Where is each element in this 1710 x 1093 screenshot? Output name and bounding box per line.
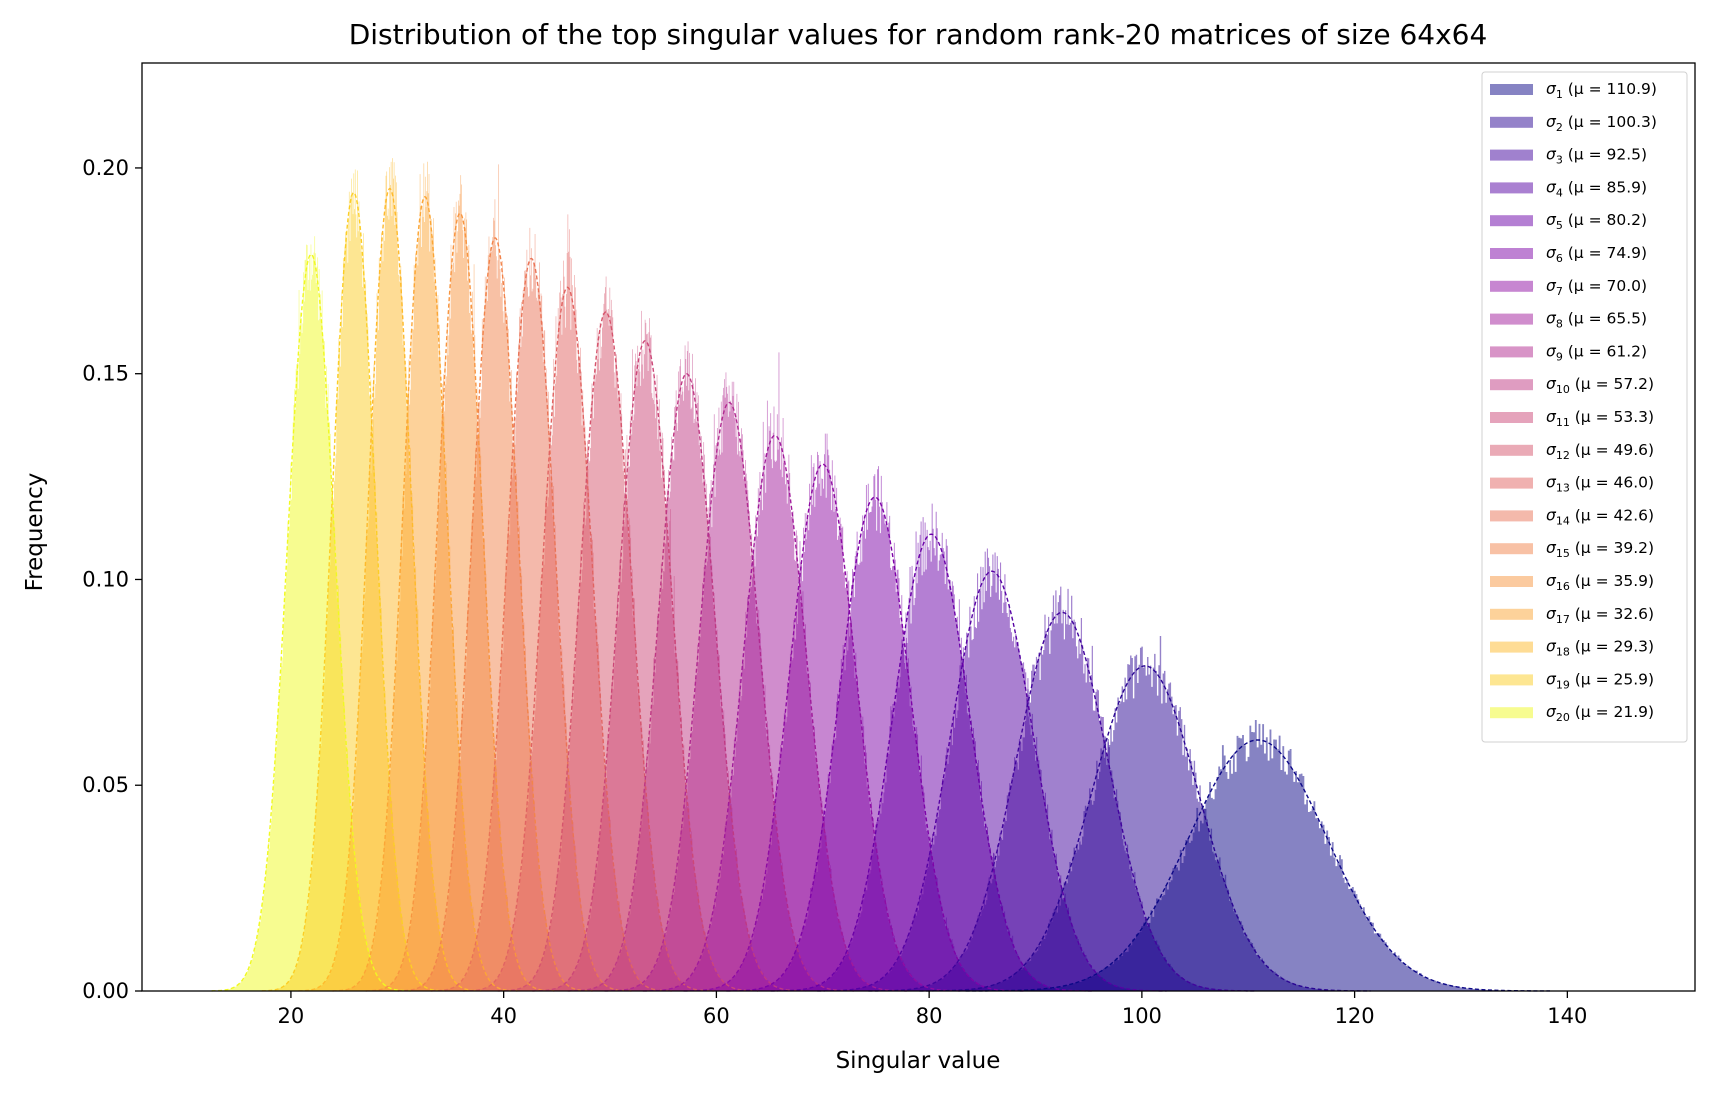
- fit-curve-series-3: [868, 611, 1256, 992]
- histogram-series-20: [211, 236, 412, 991]
- legend-label-11: σ11 (μ = 53.3): [1546, 408, 1654, 429]
- legend-swatch-12: [1490, 444, 1533, 456]
- legend-label-20: σ20 (μ = 21.9): [1546, 703, 1654, 724]
- legend-label-19: σ19 (μ = 25.9): [1546, 670, 1654, 691]
- histogram-series-11: [532, 310, 758, 991]
- legend-label-18: σ18 (μ = 29.3): [1546, 638, 1654, 659]
- fit-curve-series-9: [604, 401, 854, 992]
- legend-label-4: σ4 (μ = 85.9): [1546, 178, 1647, 199]
- legend-label-14: σ14 (μ = 42.6): [1546, 506, 1654, 527]
- legend-swatch-15: [1490, 543, 1533, 555]
- legend-swatch-1: [1490, 84, 1533, 95]
- fit-curve-series-7: [683, 463, 963, 992]
- y-tick-label: 0.20: [82, 156, 129, 180]
- fit-curve-series-15: [397, 237, 593, 992]
- fit-curve-series-13: [463, 286, 672, 992]
- legend-label-5: σ5 (μ = 80.2): [1546, 211, 1647, 232]
- legend-label-1: σ1 (μ = 110.9): [1546, 80, 1657, 101]
- fit-curve-series-12: [497, 311, 714, 992]
- histogram-series-14: [431, 227, 632, 991]
- legend-label-17: σ17 (μ = 32.6): [1546, 605, 1654, 626]
- y-tick-label: 0.10: [82, 567, 129, 591]
- legend-swatch-10: [1490, 379, 1533, 391]
- x-tick-label: 80: [916, 1004, 943, 1028]
- histogram-series-6: [726, 466, 1025, 992]
- x-tick-label: 120: [1335, 1004, 1375, 1028]
- legend-label-7: σ7 (μ = 70.0): [1546, 277, 1647, 298]
- x-tick-label: 100: [1122, 1004, 1162, 1028]
- y-axis-label: Frequency: [22, 473, 48, 592]
- legend-label-10: σ10 (μ = 57.2): [1546, 375, 1654, 396]
- legend-swatch-9: [1490, 346, 1533, 358]
- histogram-series-3: [868, 586, 1257, 991]
- histogram-series-16: [365, 175, 555, 991]
- legend-label-6: σ6 (μ = 74.9): [1546, 244, 1647, 265]
- legend-label-15: σ15 (μ = 39.2): [1546, 539, 1654, 560]
- y-axis: 0.00 0.05 0.10 0.15 0.20: [82, 156, 142, 1003]
- fit-curve-series-5: [770, 533, 1092, 992]
- axes-frame: [141, 62, 1696, 992]
- histogram-series-18: [298, 158, 482, 992]
- legend-label-8: σ8 (μ = 65.5): [1546, 310, 1647, 331]
- fit-curve-series-14: [431, 257, 632, 992]
- histogram-series-5: [770, 503, 1093, 991]
- histogram-series-9: [604, 372, 855, 991]
- legend-label-13: σ13 (μ = 46.0): [1546, 474, 1654, 495]
- fit-curves: [211, 187, 1550, 992]
- legend-swatch-17: [1490, 608, 1533, 620]
- legend-swatch-11: [1490, 412, 1533, 423]
- legend-swatch-6: [1490, 248, 1533, 259]
- legend-label-12: σ12 (μ = 49.6): [1546, 441, 1654, 462]
- legend-box: [1481, 71, 1688, 743]
- histogram-series-19: [261, 169, 446, 991]
- histogram-series-17: [332, 161, 518, 991]
- legend-swatch-20: [1490, 707, 1533, 719]
- fit-curve-series-1: [965, 739, 1550, 992]
- y-tick-label: 0.00: [82, 979, 129, 1003]
- legend-label-2: σ2 (μ = 100.3): [1546, 113, 1657, 134]
- histogram-series-1: [965, 720, 1552, 991]
- x-tick-label: 140: [1547, 1004, 1587, 1028]
- histogram-series-15: [397, 164, 593, 991]
- fit-curve-series-11: [532, 340, 758, 992]
- chart-title: Distribution of the top singular values …: [349, 18, 1488, 51]
- legend-label-9: σ9 (μ = 61.2): [1546, 342, 1647, 363]
- legend: σ1 (μ = 110.9) σ2 (μ = 100.3) σ3 (μ = 92.5…: [1481, 71, 1688, 743]
- legend-swatch-18: [1490, 641, 1533, 653]
- legend-swatch-8: [1490, 313, 1533, 325]
- x-tick-label: 40: [490, 1004, 517, 1028]
- legend-swatch-14: [1490, 510, 1533, 522]
- y-tick-label: 0.05: [82, 773, 129, 797]
- legend-swatch-5: [1490, 215, 1533, 227]
- legend-swatch-19: [1490, 674, 1533, 686]
- fit-curve-series-4: [817, 570, 1167, 992]
- histogram-series-7: [683, 433, 963, 991]
- fit-curve-series-18: [298, 187, 482, 992]
- x-axis-label: Singular value: [836, 1048, 1001, 1074]
- histogram-series-12: [497, 276, 715, 992]
- x-tick-label: 20: [278, 1004, 305, 1028]
- fit-curve-series-2: [919, 665, 1371, 992]
- y-tick-label: 0.15: [82, 362, 129, 386]
- legend-swatch-2: [1490, 116, 1533, 128]
- x-axis: 20 40 60 80 100 120 140: [278, 991, 1587, 1028]
- x-tick-label: 60: [703, 1004, 730, 1028]
- histogram-series-4: [817, 548, 1168, 991]
- legend-swatch-13: [1490, 477, 1533, 489]
- histogram-series-2: [919, 636, 1372, 991]
- legend-swatch-3: [1490, 149, 1533, 161]
- legend-label-16: σ16 (μ = 35.9): [1546, 572, 1654, 593]
- legend-label-3: σ3 (μ = 92.5): [1546, 146, 1647, 167]
- fit-curve-series-10: [567, 372, 806, 992]
- fit-curve-series-17: [332, 195, 518, 992]
- plot-area: [211, 158, 1552, 992]
- histogram-series-8: [642, 352, 908, 992]
- legend-swatch-4: [1490, 182, 1533, 194]
- fit-curve-series-8: [642, 434, 907, 992]
- histogram-series-10: [567, 341, 807, 991]
- histogram-series-13: [463, 214, 672, 991]
- legend-swatch-7: [1490, 280, 1533, 292]
- legend-swatch-16: [1490, 576, 1533, 587]
